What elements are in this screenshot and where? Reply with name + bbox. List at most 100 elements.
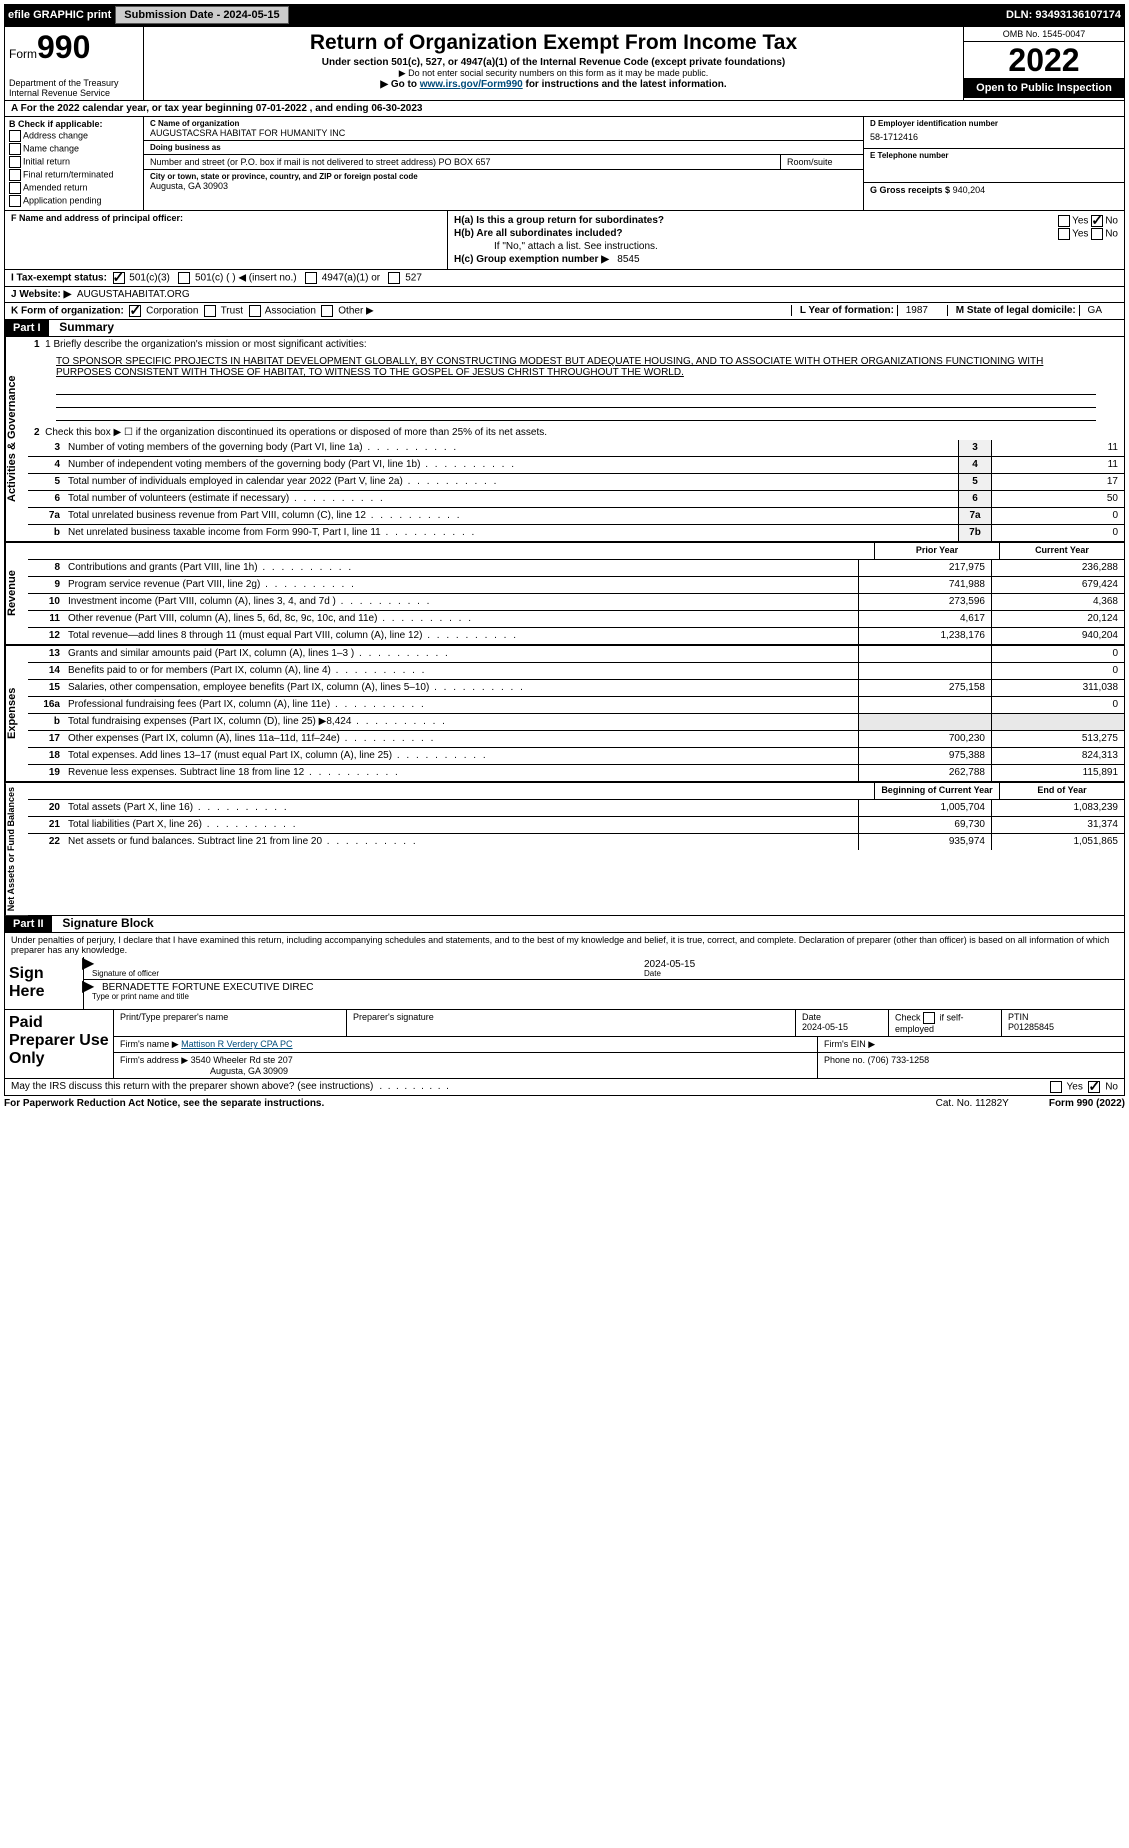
c-room: Room/suite <box>781 155 863 169</box>
prep-selfemp: Check if self-employed <box>889 1010 1002 1036</box>
header-right: OMB No. 1545-0047 2022 Open to Public In… <box>963 27 1124 100</box>
form-number: 990 <box>37 29 90 65</box>
table-row: 6 Total number of volunteers (estimate i… <box>28 491 1124 508</box>
prep-ein: Firm's EIN ▶ <box>818 1037 1124 1052</box>
prep-date: Date2024-05-15 <box>796 1010 889 1036</box>
bc-row: B Check if applicable: Address change Na… <box>4 117 1125 211</box>
cb-501c3[interactable] <box>113 272 125 284</box>
h-b-note: If "No," attach a list. See instructions… <box>454 241 1118 252</box>
cb-trust[interactable] <box>204 305 216 317</box>
prep-name-hdr: Print/Type preparer's name <box>114 1010 347 1036</box>
cb-4947[interactable] <box>305 272 317 284</box>
revenue-section: Revenue Prior Year Current Year 8 Contri… <box>4 541 1125 644</box>
form-no-footer: Form 990 (2022) <box>1049 1098 1125 1109</box>
d-gross: G Gross receipts $ 940,204 <box>864 183 1124 197</box>
table-row: 18 Total expenses. Add lines 13–17 (must… <box>28 748 1124 765</box>
open-public-badge: Open to Public Inspection <box>964 78 1124 98</box>
c-city: City or town, state or province, country… <box>144 170 863 193</box>
header-left: Form990 Department of the Treasury Inter… <box>5 27 144 100</box>
header-center: Return of Organization Exempt From Incom… <box>144 27 963 100</box>
irs-link[interactable]: www.irs.gov/Form990 <box>420 79 523 90</box>
website-link: AUGUSTAHABITAT.ORG <box>77 289 190 300</box>
cb-name-change[interactable]: Name change <box>9 143 139 155</box>
line1-label: 1 1 Briefly describe the organization's … <box>28 337 1124 352</box>
cb-initial-return[interactable]: Initial return <box>9 156 139 168</box>
discuss-yn: Yes No <box>1050 1081 1118 1093</box>
table-row: 3 Number of voting members of the govern… <box>28 440 1124 457</box>
side-revenue: Revenue <box>5 543 28 644</box>
cb-app-pending[interactable]: Application pending <box>9 195 139 207</box>
penalty-text: Under penalties of perjury, I declare th… <box>5 933 1124 957</box>
cb-amended[interactable]: Amended return <box>9 182 139 194</box>
form-prefix: Form <box>9 47 37 61</box>
cat-no: Cat. No. 11282Y <box>936 1098 1009 1109</box>
sig-block: Under penalties of perjury, I declare th… <box>4 933 1125 1010</box>
prep-ptin: PTINP01285845 <box>1002 1010 1124 1036</box>
side-expenses: Expenses <box>5 646 28 781</box>
cb-address-change[interactable]: Address change <box>9 130 139 142</box>
part1-title: Summary <box>51 318 122 336</box>
dept-treasury: Department of the Treasury <box>9 78 139 88</box>
top-bar: efile GRAPHIC print Submission Date - 20… <box>4 4 1125 26</box>
h-b: H(b) Are all subordinates included? Yes … <box>454 228 1118 239</box>
form-header: Form990 Department of the Treasury Inter… <box>4 26 1125 101</box>
table-row: 17 Other expenses (Part IX, column (A), … <box>28 731 1124 748</box>
table-row: 10 Investment income (Part VIII, column … <box>28 594 1124 611</box>
table-row: 7a Total unrelated business revenue from… <box>28 508 1124 525</box>
table-row: b Net unrelated business taxable income … <box>28 525 1124 541</box>
form-note2: ▶ Go to www.irs.gov/Form990 for instruct… <box>150 79 957 90</box>
expenses-section: Expenses 13 Grants and similar amounts p… <box>4 644 1125 781</box>
line2: 2 Check this box ▶ ☐ if the organization… <box>28 421 1124 440</box>
cb-501c[interactable] <box>178 272 190 284</box>
side-governance: Activities & Governance <box>5 337 28 541</box>
table-row: 8 Contributions and grants (Part VIII, l… <box>28 560 1124 577</box>
h-a: H(a) Is this a group return for subordin… <box>454 215 1118 226</box>
part1-hdr: Part I <box>5 320 49 336</box>
rule2 <box>56 395 1096 408</box>
table-row: 9 Program service revenue (Part VIII, li… <box>28 577 1124 594</box>
cb-final-return[interactable]: Final return/terminated <box>9 169 139 181</box>
sig-officer-line[interactable]: ▶ 2024-05-15 Signature of officer Date <box>84 957 1124 980</box>
table-row: 15 Salaries, other compensation, employe… <box>28 680 1124 697</box>
col-b: B Check if applicable: Address change Na… <box>5 117 144 210</box>
table-row: 11 Other revenue (Part VIII, column (A),… <box>28 611 1124 628</box>
h-c: H(c) Group exemption number ▶ 8545 <box>454 254 1118 265</box>
tax-year: 2022 <box>964 42 1124 78</box>
na-colhdr: Beginning of Current Year End of Year <box>28 783 1124 800</box>
col-f: F Name and address of principal officer: <box>5 211 448 269</box>
part2-bar: Part II Signature Block <box>4 916 1125 933</box>
form-title: Return of Organization Exempt From Incom… <box>150 31 957 55</box>
submission-date-btn[interactable]: Submission Date - 2024-05-15 <box>115 6 288 24</box>
table-row: 20 Total assets (Part X, line 16) 1,005,… <box>28 800 1124 817</box>
i-row: I Tax-exempt status: 501(c)(3) 501(c) ( … <box>4 270 1125 287</box>
form-note1: ▶ Do not enter social security numbers o… <box>150 68 957 79</box>
sign-here-label: Sign Here <box>5 957 84 1009</box>
c-dba: Doing business as <box>144 141 863 155</box>
c-street: Number and street (or P.O. box if mail i… <box>144 155 781 169</box>
rule3 <box>56 408 1096 421</box>
table-row: 21 Total liabilities (Part X, line 26) 6… <box>28 817 1124 834</box>
side-netassets: Net Assets or Fund Balances <box>5 783 28 915</box>
mission-text: TO SPONSOR SPECIFIC PROJECTS IN HABITAT … <box>28 352 1124 382</box>
d-ein: D Employer identification number 58-1712… <box>864 117 1124 149</box>
cb-other[interactable] <box>321 305 333 317</box>
cb-527[interactable] <box>388 272 400 284</box>
sig-name-line: ▶ BERNADETTE FORTUNE EXECUTIVE DIREC Typ… <box>84 980 1124 1002</box>
cb-assoc[interactable] <box>249 305 261 317</box>
dln-label: DLN: 93493136107174 <box>1006 9 1121 21</box>
org-name: AUGUSTACSRA HABITAT FOR HUMANITY INC <box>150 128 345 138</box>
discuss-row: May the IRS discuss this return with the… <box>4 1079 1125 1096</box>
table-row: 12 Total revenue—add lines 8 through 11 … <box>28 628 1124 644</box>
part2-title: Signature Block <box>54 914 161 932</box>
c-name: C Name of organization AUGUSTACSRA HABIT… <box>144 117 863 141</box>
table-row: 19 Revenue less expenses. Subtract line … <box>28 765 1124 781</box>
table-row: 13 Grants and similar amounts paid (Part… <box>28 646 1124 663</box>
efile-label: efile GRAPHIC print <box>8 9 111 21</box>
b-label: B Check if applicable: <box>9 119 139 129</box>
irs-label: Internal Revenue Service <box>9 88 139 98</box>
table-row: 14 Benefits paid to or for members (Part… <box>28 663 1124 680</box>
form-subtitle: Under section 501(c), 527, or 4947(a)(1)… <box>150 57 957 68</box>
part1-bar: Part I Summary <box>4 320 1125 337</box>
col-d: D Employer identification number 58-1712… <box>863 117 1124 210</box>
cb-corp[interactable] <box>129 305 141 317</box>
